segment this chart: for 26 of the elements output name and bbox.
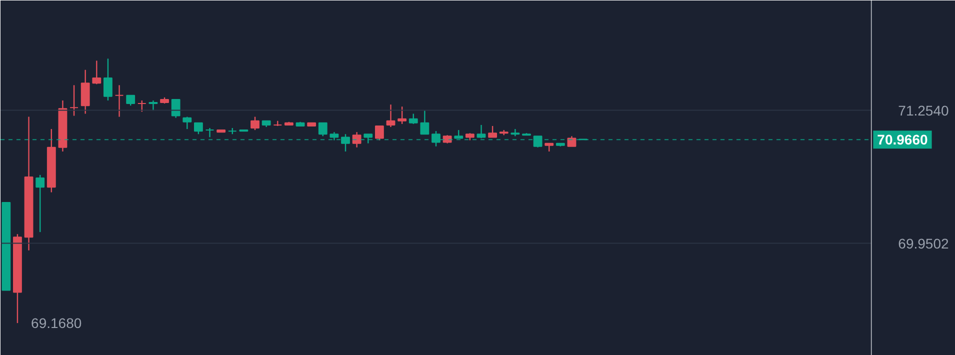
candlestick: [374, 125, 384, 141]
candlestick: [408, 113, 418, 125]
ref-line-label: 70.9660: [877, 132, 928, 148]
candlestick: [36, 174, 45, 233]
candlestick: [250, 116, 260, 131]
candlestick: [70, 84, 78, 116]
candlestick: [352, 131, 362, 148]
candlestick: [420, 110, 430, 135]
annotation: 69.1680: [31, 315, 82, 332]
candlestick: [488, 125, 498, 138]
candlestick: [182, 116, 192, 130]
candlestick: [80, 69, 90, 114]
candlestick: [148, 100, 158, 112]
candlestick: [171, 98, 180, 118]
candlestick: [205, 127, 214, 138]
candlestick: [126, 94, 136, 106]
candlestick: [386, 104, 396, 128]
candlestick: [114, 84, 124, 118]
candlestick: [318, 122, 328, 137]
y-tick-label: 71.2540: [898, 102, 949, 118]
candlestick: [137, 100, 146, 112]
y-tick-label: 69.9502: [898, 235, 949, 252]
candlestick: [398, 106, 407, 125]
candlestick: [194, 122, 203, 135]
candlestick: [104, 58, 112, 102]
candlestick: [92, 60, 102, 85]
